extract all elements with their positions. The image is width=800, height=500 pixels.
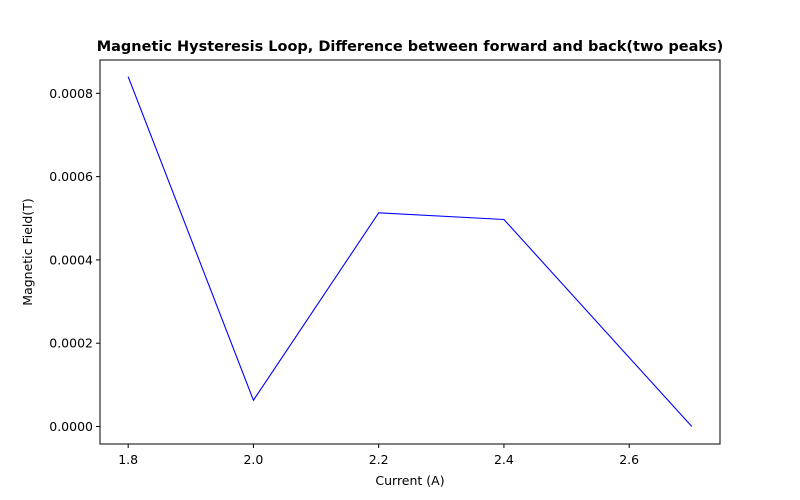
series-group (127, 76, 693, 427)
y-tick-label: 0.0008 (49, 86, 93, 101)
x-tick-label: 1.8 (118, 452, 138, 467)
y-tick-label: 0.0002 (49, 336, 93, 351)
series-line (127, 76, 693, 427)
x-tick-label: 2.0 (243, 452, 263, 467)
chart-title: Magnetic Hysteresis Loop, Difference bet… (97, 39, 724, 55)
x-tick-label: 2.2 (369, 452, 389, 467)
y-axis: 0.0000 0.0002 0.0004 0.0006 0.0008 (49, 86, 100, 434)
y-axis-label: Magnetic Field(T) (20, 198, 35, 305)
y-tick-label: 0.0004 (49, 252, 93, 267)
x-axis: 1.8 2.0 2.2 2.4 2.6 (118, 444, 639, 467)
x-axis-label: Current (A) (375, 473, 444, 488)
y-tick-label: 0.0000 (49, 419, 93, 434)
plot-area-frame (99, 59, 721, 445)
y-tick-label: 0.0006 (49, 169, 93, 184)
x-tick-label: 2.6 (619, 452, 639, 467)
x-tick-label: 2.4 (494, 452, 514, 467)
